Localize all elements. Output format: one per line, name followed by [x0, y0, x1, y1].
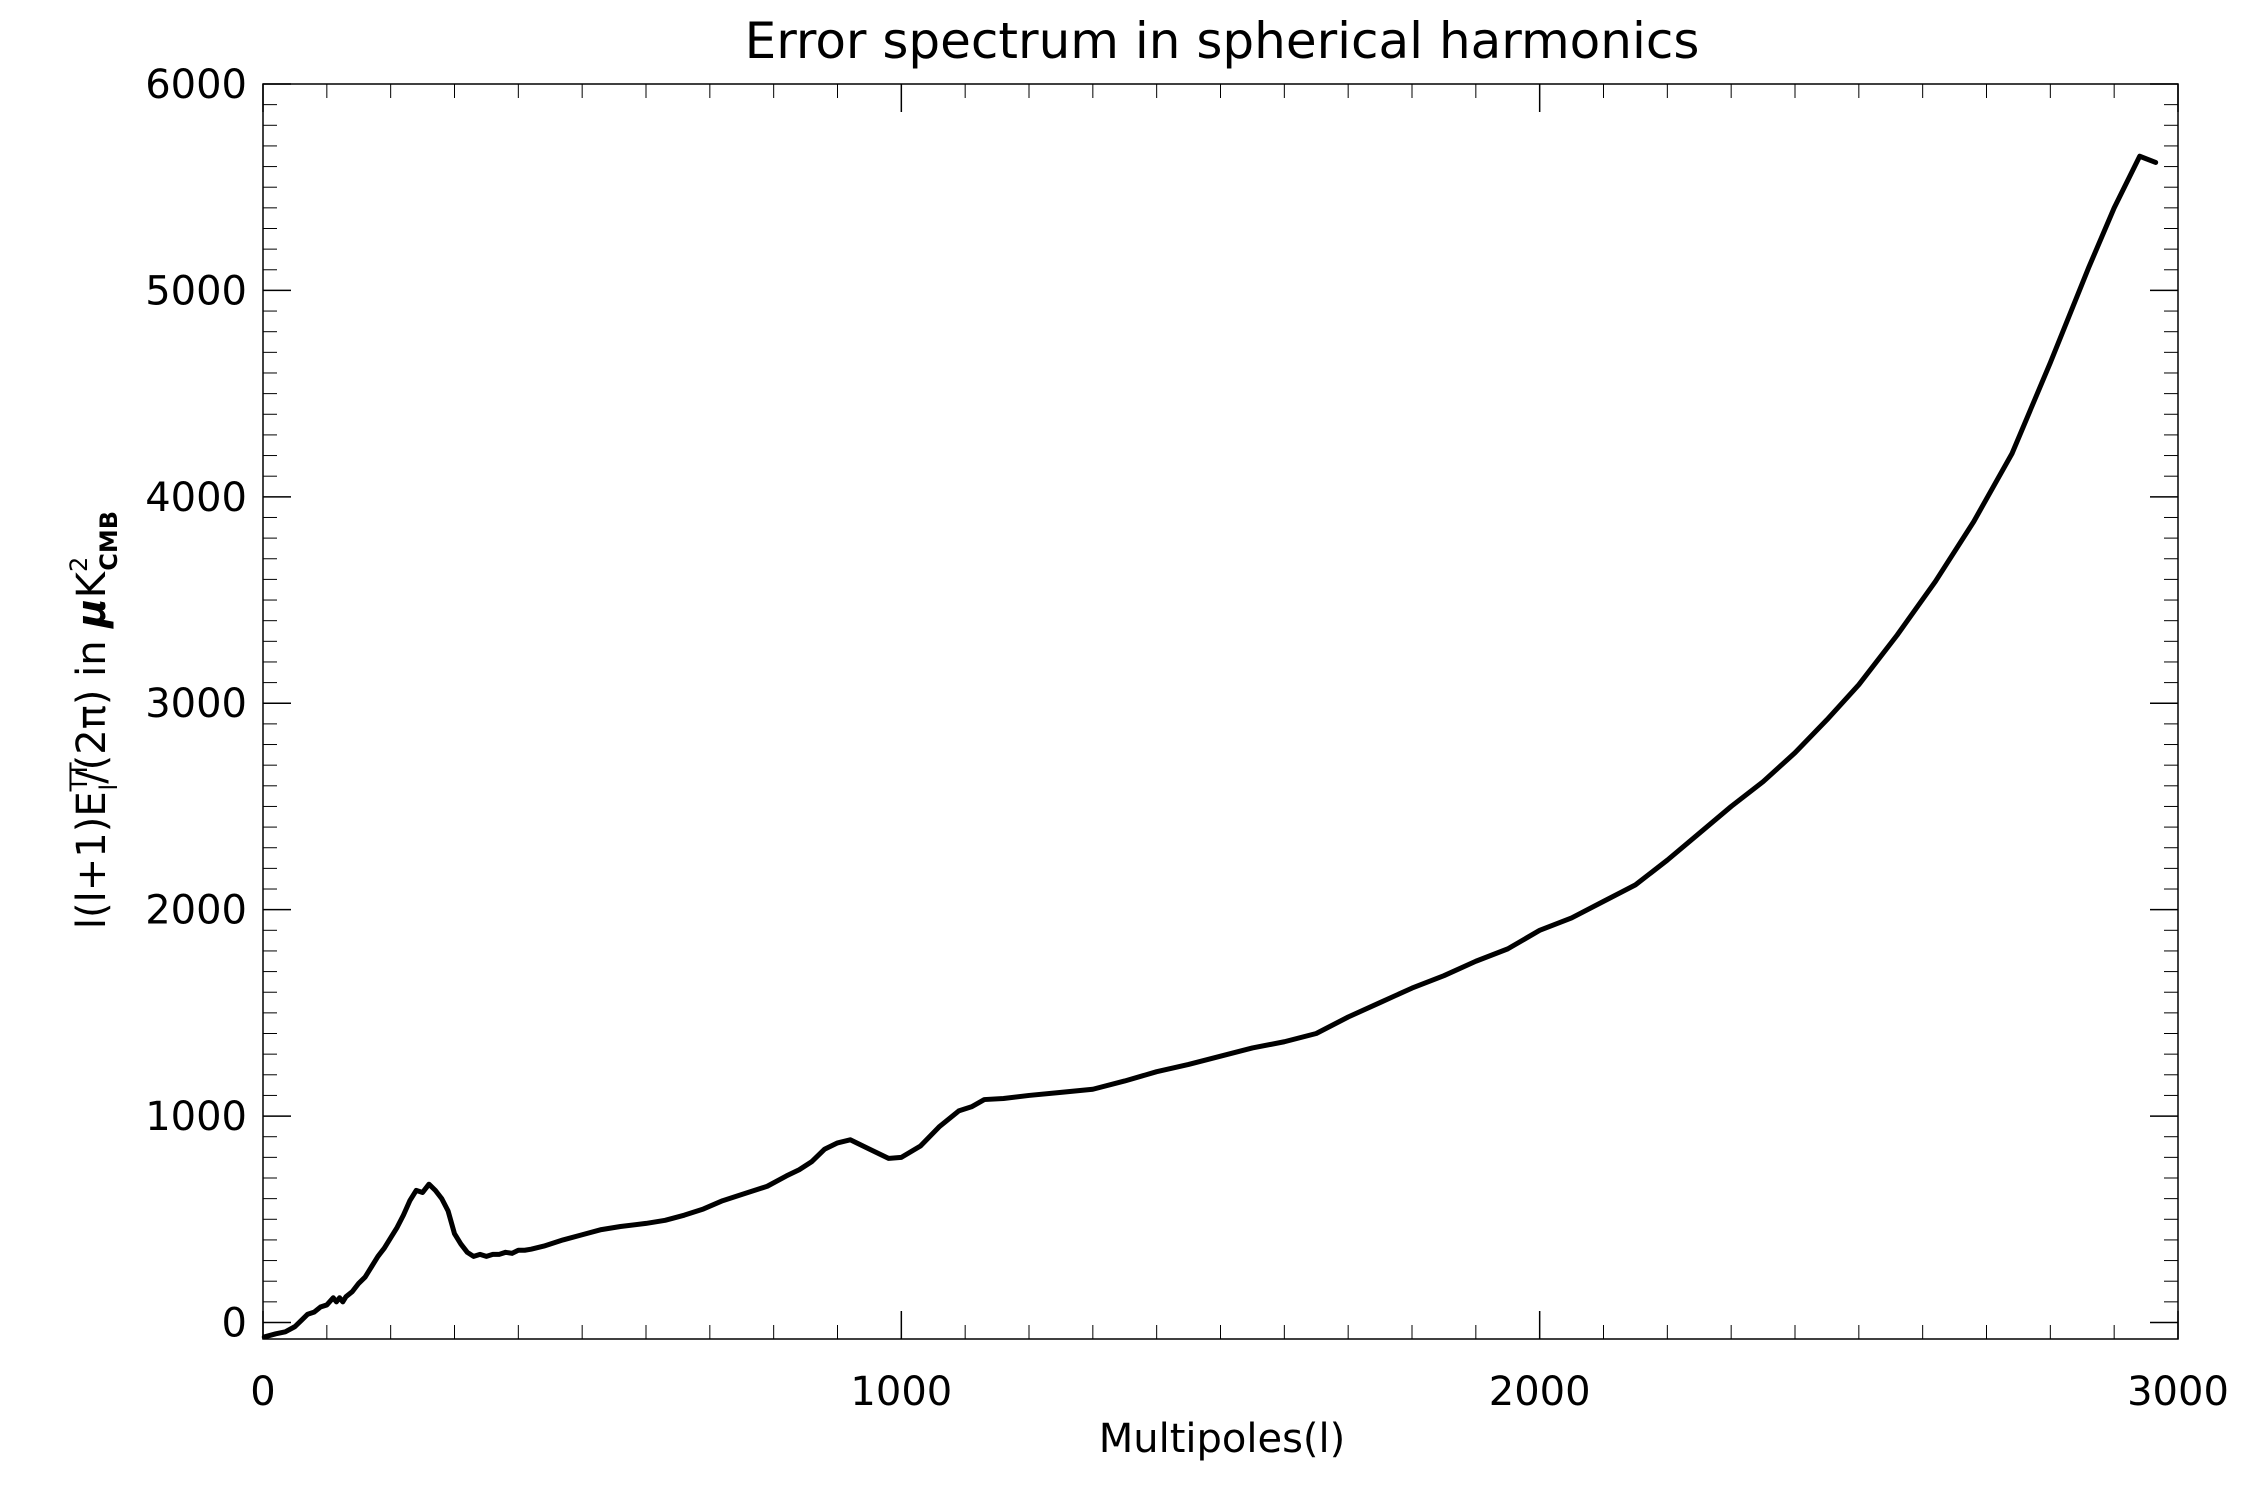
y-axis-label-subscript: l: [95, 784, 123, 791]
x-tick-label: 3000: [2127, 1369, 2229, 1415]
minor-ticks: [263, 84, 2178, 1339]
y-axis-label-mu: μ: [69, 598, 115, 629]
y-tick-label: 1000: [145, 1094, 247, 1140]
y-axis-label-k-superscript: 2: [65, 557, 93, 572]
y-axis-label-k-subscript: CMB: [95, 511, 123, 571]
y-axis-label-middle: /(2π) in: [69, 628, 115, 784]
series-line: [261, 153, 2159, 1340]
y-tick-label: 2000: [145, 888, 247, 934]
x-axis-label: Multipoles(l): [1099, 1416, 1346, 1462]
major-ticks: [262, 83, 2179, 1339]
y-tick-label: 0: [222, 1300, 247, 1346]
chart-title: Error spectrum in spherical harmonics: [745, 12, 1700, 70]
y-axis-label-superscript: TT: [65, 762, 93, 792]
x-tick-label: 2000: [1489, 1369, 1591, 1415]
x-tick-label: 0: [250, 1369, 275, 1415]
y-tick-label: 5000: [145, 268, 247, 314]
x-tick-labels: 0 1000 2000 3000: [250, 1369, 2229, 1415]
y-axis-label: l(l+1)ETTl/(2π) in μK2CMB: [65, 511, 123, 929]
y-axis-label-k: K: [69, 570, 115, 598]
x-tick-label: 1000: [850, 1369, 952, 1415]
plot-frame: [262, 83, 2179, 1340]
y-tick-label: 3000: [145, 681, 247, 727]
y-axis-label-prefix: l(l+1)E: [69, 791, 115, 929]
y-tick-label: 6000: [145, 62, 247, 108]
y-tick-label: 4000: [145, 475, 247, 521]
y-tick-labels: 0 1000 2000 3000 4000 5000 6000: [145, 62, 247, 1346]
